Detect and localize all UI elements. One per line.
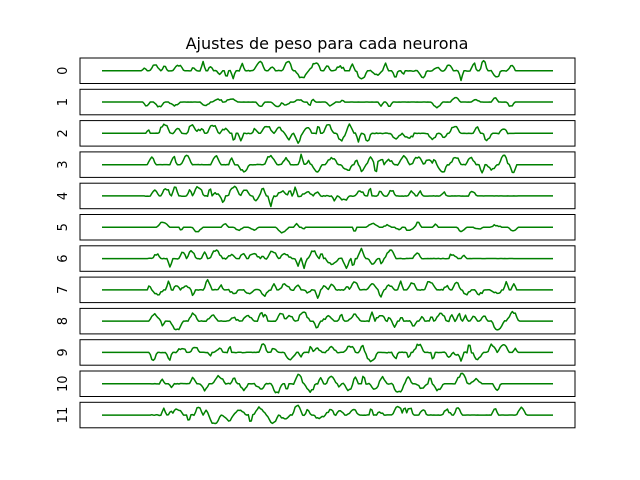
- panel-ylabel: 9: [56, 348, 71, 356]
- series-line-6: [102, 247, 553, 270]
- series-line-8: [102, 310, 553, 331]
- series-line-3: [102, 153, 553, 174]
- panel-ylabel: 3: [56, 161, 71, 169]
- panel-frame: [79, 57, 576, 84]
- series-line-11: [102, 404, 553, 425]
- panel-frame: [79, 401, 576, 429]
- series-line-4: [102, 185, 553, 208]
- panel-ylabel: 8: [56, 317, 71, 325]
- panel-ylabel: 10: [56, 375, 71, 392]
- series-line-2: [102, 123, 553, 144]
- panel-frame: [79, 339, 576, 366]
- series-line-9: [102, 343, 553, 363]
- series-line-5: [102, 221, 553, 234]
- panel-frame: [79, 151, 576, 178]
- panel-frame: [79, 88, 576, 116]
- panels: 0 1 2 3 4 5 6 7 8 9 10 11: [56, 57, 576, 429]
- panel-ylabel: 11: [56, 407, 71, 424]
- series-line-1: [102, 96, 553, 109]
- panel-frame: [79, 276, 576, 304]
- chart-title: Ajustes de peso para cada neurona: [186, 34, 469, 53]
- panel-ylabel: 7: [56, 286, 71, 294]
- panel-ylabel: 2: [56, 129, 71, 137]
- panel-frame: [79, 182, 576, 210]
- panel-ylabel: 6: [56, 254, 71, 262]
- panel-ylabel: 5: [56, 223, 71, 231]
- panel-frame: [79, 214, 576, 241]
- series-line-7: [102, 278, 553, 299]
- panel-frame: [79, 245, 576, 272]
- panel-frame: [79, 307, 576, 335]
- panel-frame: [79, 120, 576, 147]
- series-line-0: [102, 59, 553, 82]
- panel-ylabel: 1: [56, 98, 71, 106]
- panel-frame: [79, 370, 576, 397]
- panel-ylabel: 0: [56, 67, 71, 75]
- series-line-10: [102, 372, 553, 394]
- panel-ylabel: 4: [56, 192, 71, 200]
